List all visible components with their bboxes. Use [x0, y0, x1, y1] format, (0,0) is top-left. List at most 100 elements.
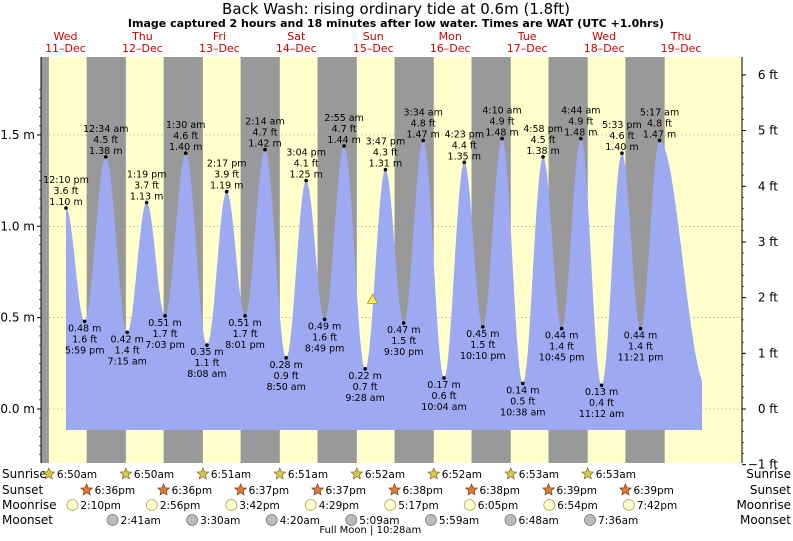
high-tide-label: 1.47 m [643, 129, 676, 140]
y-tick-label-m: 1.5 m [0, 128, 35, 142]
low-tide-dot [363, 367, 367, 371]
sunrise-time: 6:50am [134, 469, 174, 481]
moonrise-time: 7:42pm [637, 500, 677, 512]
low-tide-dot [599, 383, 604, 388]
day-date-label: 14–Dec [276, 42, 317, 55]
moonset-icon [265, 514, 278, 526]
sunrise-time: 6:51am [211, 469, 251, 481]
low-tide-dot [243, 314, 247, 318]
moonrise-time: 2:56pm [160, 500, 200, 512]
row-label-left-moonset: Moonset [2, 513, 53, 527]
sunset-time: 6:38pm [479, 485, 519, 497]
high-tide-label: 1.40 m [605, 142, 638, 153]
low-tide-label: 8:50 am [266, 382, 305, 393]
low-tide-label: 1.5 ft [470, 340, 495, 351]
row-label-left-sunrise: Sunrise [2, 467, 47, 481]
low-tide-label: 0.5 ft [510, 396, 535, 407]
moonset-time: 3:30am [200, 515, 240, 527]
high-tide-label: 4.7 ft [252, 128, 277, 139]
tide-area [66, 138, 702, 430]
moonrise-time: 4:29pm [319, 500, 359, 512]
day-date-label: 18–Dec [584, 42, 625, 55]
low-tide-label: 0.9 ft [274, 371, 299, 382]
high-tide-label: 1.31 m [369, 159, 402, 170]
sunset-icon [80, 483, 94, 496]
moonset-icon [425, 514, 437, 526]
sunset-icon [310, 483, 325, 496]
high-tide-label: 12:34 am [83, 124, 128, 135]
high-tide-label: 3:34 am [403, 107, 442, 118]
day-date-label: 13–Dec [199, 42, 240, 55]
sunset-time: 6:38pm [403, 485, 443, 497]
low-tide-dot [520, 381, 525, 386]
low-tide-label: 10:10 pm [460, 351, 506, 362]
current-tide-marker [366, 293, 379, 304]
low-tide-label: 0.45 m [466, 329, 499, 340]
day-labels: Wed11–DecThu12–DecFri13–DecSat14–DecSun1… [45, 30, 701, 55]
low-tide-label: 0.17 m [427, 380, 460, 391]
low-tide-label: 0.51 m [148, 318, 181, 329]
sunrise-time: 6:52am [442, 469, 482, 481]
sunrise-icon [196, 467, 210, 480]
low-tide-dot [284, 356, 288, 360]
high-tide-label: 1.48 m [485, 128, 518, 139]
sunrise-time: 6:53am [519, 469, 559, 481]
low-tide-label: 1.1 ft [194, 358, 219, 369]
sunset-time: 6:36pm [172, 485, 212, 497]
high-tide-label: 4.8 ft [647, 118, 672, 129]
high-tide-label: 3.7 ft [134, 181, 159, 192]
low-tide-label: 0.22 m [348, 371, 381, 382]
high-tide-label: 4.1 ft [294, 159, 319, 170]
sunrise-icon [581, 467, 595, 480]
high-tide-label: 1.44 m [327, 135, 360, 146]
high-tide-label: 3.9 ft [214, 170, 239, 181]
sunrise-time: 6:50am [57, 469, 97, 481]
low-tide-label: 0.35 m [190, 347, 223, 358]
low-tide-dot [125, 330, 129, 335]
low-tide-dot [205, 343, 209, 347]
high-tide-label: 1.38 m [526, 146, 559, 157]
high-tide-label: 1.38 m [89, 146, 122, 157]
moonrise-icon [622, 499, 635, 511]
moonset-time: 7:36am [598, 515, 638, 527]
high-tide-label: 12:10 pm [43, 175, 89, 186]
low-tide-label: 0.6 ft [432, 391, 457, 402]
day-date-label: 17–Dec [507, 42, 548, 55]
moonrise-icon [384, 499, 397, 511]
low-tide-label: 7:03 pm [145, 340, 185, 351]
high-tide-label: 1.10 m [49, 197, 82, 208]
low-tide-label: 1.6 ft [72, 334, 97, 345]
moonrise-time: 6:05pm [478, 500, 518, 512]
sunset-icon [464, 483, 479, 496]
day-name-label: Thu [670, 30, 692, 43]
high-tide-dot [183, 151, 188, 156]
low-tide-dot [559, 326, 564, 331]
high-tide-label: 2:17 pm [207, 159, 247, 170]
moonrise-icon [463, 499, 476, 511]
sunset-time: 6:37pm [326, 485, 366, 497]
row-label-right-moonrise: Moonrise [736, 498, 791, 512]
day-name-label: Thu [131, 30, 153, 43]
day-name-label: Fri [213, 30, 226, 43]
high-tide-dot [579, 136, 583, 141]
high-tide-label: 4.7 ft [332, 124, 357, 135]
moonset-time: 2:41am [121, 515, 161, 527]
high-tide-label: 4.9 ft [490, 117, 515, 128]
low-tide-label: 10:04 am [421, 402, 466, 413]
low-tide-label: 0.13 m [585, 387, 618, 398]
low-tide-dot [401, 321, 406, 325]
day-date-label: 19–Dec [661, 42, 702, 55]
moonrise-time: 3:42pm [239, 500, 279, 512]
moonrise-icon [66, 499, 79, 511]
low-tide-dot [638, 326, 643, 331]
event-labels: 12:10 pm3.6 ft1.10 m0.48 m1.6 ft5:59 pm1… [43, 106, 679, 421]
day-date-label: 15–Dec [353, 42, 394, 55]
low-tide-label: 1.5 ft [391, 336, 416, 347]
day-name-label: Wed [53, 30, 77, 43]
y-tick-label-m: 1.0 m [0, 219, 35, 233]
y-tick-label-ft: 2 ft [758, 291, 778, 305]
moonset-time: 4:20am [280, 515, 320, 527]
high-tide-dot [144, 200, 149, 205]
low-tide-label: 0.44 m [545, 331, 578, 342]
sunset-icon [234, 483, 248, 496]
